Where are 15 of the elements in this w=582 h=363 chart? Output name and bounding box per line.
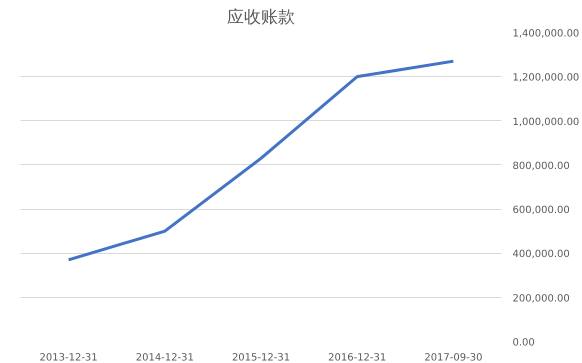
y-tick-label: 400,000.00 xyxy=(512,249,570,260)
y-tick-label: 0.00 xyxy=(512,338,535,348)
y-tick-label: 1,200,000.00 xyxy=(512,72,580,84)
y-tick-label: 600,000.00 xyxy=(512,205,570,216)
x-tick-label: 2016-12-31 xyxy=(328,352,386,363)
x-tick-label: 2013-12-31 xyxy=(40,352,98,363)
y-tick-label: 800,000.00 xyxy=(512,160,570,172)
x-tick-label: 2017-09-30 xyxy=(424,352,482,363)
x-tick-label: 2014-12-31 xyxy=(136,352,194,363)
x-tick-label: 2015-12-31 xyxy=(232,352,290,363)
y-tick-label: 1,400,000.00 xyxy=(512,28,580,40)
line-series xyxy=(67,60,455,262)
chart-title: 应收账款 xyxy=(227,8,295,28)
y-tick-label: 1,000,000.00 xyxy=(512,116,580,128)
y-tick-label: 200,000.00 xyxy=(512,293,570,304)
